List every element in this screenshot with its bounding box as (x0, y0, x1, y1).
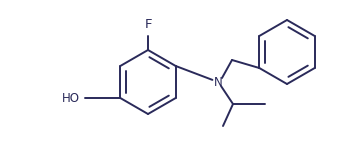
Text: HO: HO (62, 92, 80, 105)
Text: N: N (213, 75, 222, 88)
Text: F: F (144, 18, 152, 31)
